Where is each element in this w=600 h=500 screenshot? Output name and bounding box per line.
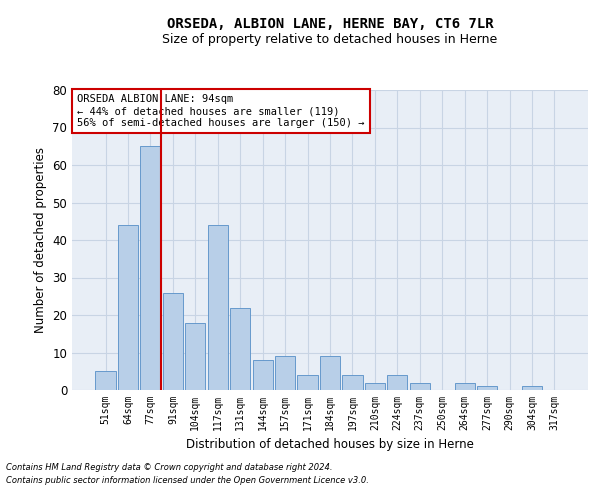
Bar <box>477 386 497 390</box>
Bar <box>387 375 407 390</box>
Bar <box>95 371 116 390</box>
Bar <box>140 146 161 390</box>
Bar <box>185 322 205 390</box>
Text: Contains public sector information licensed under the Open Government Licence v3: Contains public sector information licen… <box>6 476 369 485</box>
Bar <box>118 225 138 390</box>
Bar <box>365 382 385 390</box>
Y-axis label: Number of detached properties: Number of detached properties <box>34 147 47 333</box>
Bar <box>230 308 250 390</box>
Bar <box>320 356 340 390</box>
Bar <box>343 375 362 390</box>
Bar <box>253 360 273 390</box>
X-axis label: Distribution of detached houses by size in Herne: Distribution of detached houses by size … <box>186 438 474 452</box>
Bar <box>410 382 430 390</box>
Text: Contains HM Land Registry data © Crown copyright and database right 2024.: Contains HM Land Registry data © Crown c… <box>6 464 332 472</box>
Bar <box>275 356 295 390</box>
Bar <box>208 225 228 390</box>
Text: Size of property relative to detached houses in Herne: Size of property relative to detached ho… <box>163 32 497 46</box>
Bar <box>522 386 542 390</box>
Bar <box>163 292 183 390</box>
Text: ORSEDA ALBION LANE: 94sqm
← 44% of detached houses are smaller (119)
56% of semi: ORSEDA ALBION LANE: 94sqm ← 44% of detac… <box>77 94 365 128</box>
Bar <box>298 375 317 390</box>
Text: ORSEDA, ALBION LANE, HERNE BAY, CT6 7LR: ORSEDA, ALBION LANE, HERNE BAY, CT6 7LR <box>167 18 493 32</box>
Bar <box>455 382 475 390</box>
